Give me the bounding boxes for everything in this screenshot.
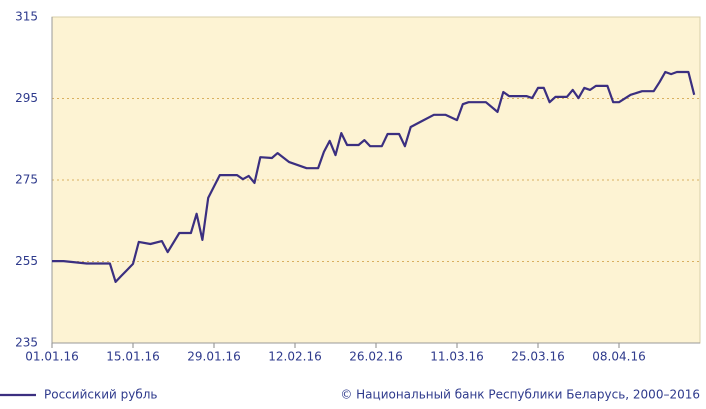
legend-label: Российский рубль (44, 388, 158, 402)
x-tick-label: 15.01.16 (106, 350, 159, 364)
x-tick-label: 01.01.16 (25, 350, 78, 364)
y-tick-label: 235 (15, 336, 38, 350)
x-tick-label: 26.02.16 (349, 350, 402, 364)
x-tick-label: 25.03.16 (511, 350, 564, 364)
data-line (52, 70, 696, 283)
y-tick-label: 315 (15, 10, 38, 24)
x-tick-label: 11.03.16 (430, 350, 483, 364)
x-tick-label: 08.04.16 (592, 350, 645, 364)
x-tick-label: 12.02.16 (268, 350, 321, 364)
y-tick-label: 255 (15, 254, 38, 268)
source-note: © Национальный банк Республики Беларусь,… (340, 388, 700, 402)
y-tick-label: 275 (15, 173, 38, 187)
x-tick-label: 29.01.16 (187, 350, 240, 364)
y-tick-label: 295 (15, 91, 38, 105)
